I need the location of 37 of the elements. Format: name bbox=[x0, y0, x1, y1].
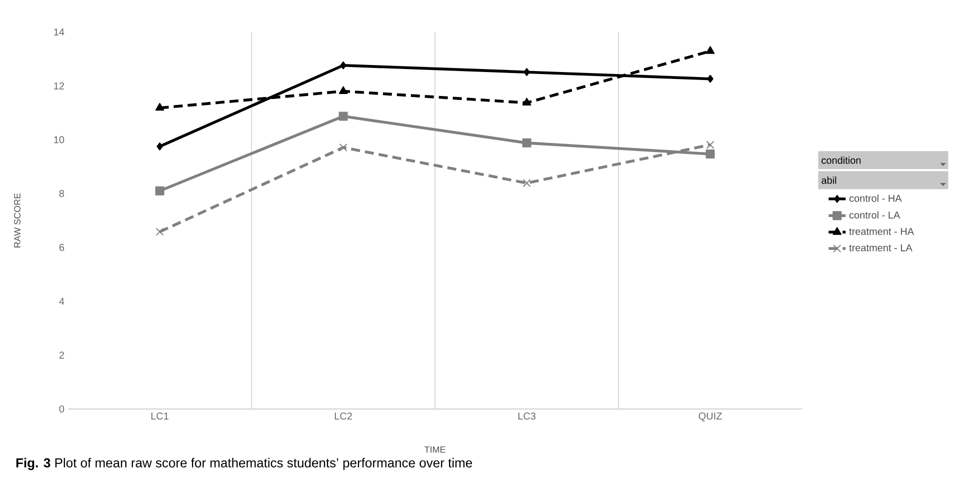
point bbox=[338, 86, 348, 94]
point bbox=[155, 102, 164, 111]
text: Fig. 3 Plot of mean raw score for mathematics students’ performance over time bbox=[16, 458, 472, 470]
legend-label: treatment - HA bbox=[849, 228, 914, 235]
point bbox=[524, 68, 530, 76]
x-tick-label: QUIZ bbox=[698, 412, 722, 422]
text: abil bbox=[822, 176, 836, 184]
point bbox=[522, 98, 532, 106]
y-tick-label: 0 bbox=[59, 405, 64, 413]
y-tick-label: 6 bbox=[59, 244, 64, 251]
point bbox=[156, 228, 164, 236]
point bbox=[338, 112, 348, 121]
point bbox=[156, 142, 163, 150]
point bbox=[339, 143, 348, 152]
legend-title: condition bbox=[822, 156, 861, 164]
y-tick-label: 14 bbox=[54, 28, 64, 36]
x-axis-title: TIME bbox=[424, 446, 446, 453]
y-tick-label: 12 bbox=[54, 82, 64, 90]
point bbox=[155, 186, 164, 196]
legend-label: control - HA bbox=[849, 194, 902, 202]
point bbox=[706, 149, 715, 158]
point bbox=[522, 138, 532, 148]
legend-label: control - LA bbox=[849, 211, 900, 219]
y-tick-label: 8 bbox=[59, 190, 64, 198]
x-tick-label: LC1 bbox=[151, 412, 168, 420]
point bbox=[522, 179, 531, 188]
y-tick-label: 4 bbox=[59, 298, 64, 305]
y-tick-label: 10 bbox=[54, 136, 64, 144]
x-tick-label: LC2 bbox=[334, 412, 352, 420]
point bbox=[706, 46, 715, 54]
legend-label: treatment - LA bbox=[849, 244, 912, 252]
point bbox=[706, 140, 714, 149]
y-tick-label: 2 bbox=[59, 352, 64, 359]
point bbox=[340, 61, 346, 70]
point bbox=[707, 74, 714, 83]
x-tick-label: LC3 bbox=[518, 412, 536, 420]
y-axis-title: RAW SCORE bbox=[14, 193, 20, 248]
